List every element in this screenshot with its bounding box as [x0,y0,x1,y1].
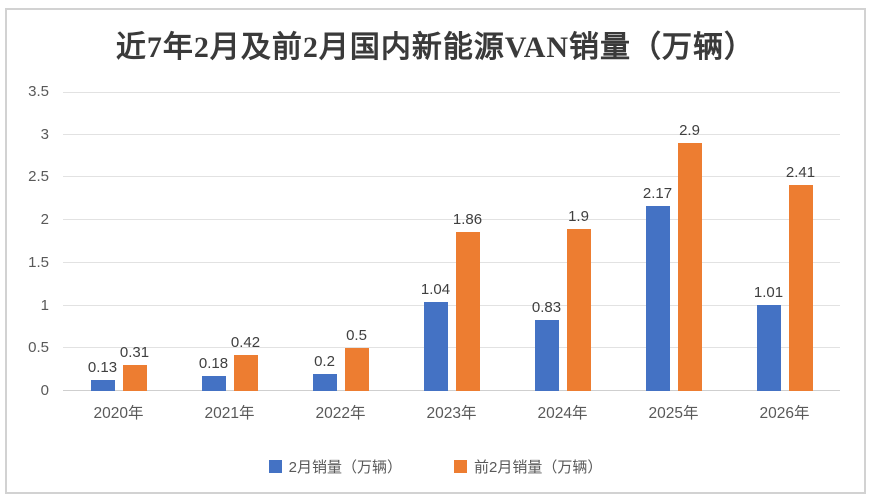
y-axis: 0 0.5 1 1.5 2 2.5 3 3.5 [7,10,55,492]
gridline [63,176,840,178]
bar-jan-feb-2023年: 1.86 [453,211,482,391]
legend-swatch-jan-feb-icon [454,460,467,473]
y-tick-label: 1.5 [28,253,49,271]
chart-frame: 近7年2月及前2月国内新能源VAN销量（万辆） 0.13 0.31 0.18 0.42… [5,8,866,494]
bar-feb-2023年: 1.04 [421,281,450,391]
legend-label-feb: 2月销量（万辆） [288,459,402,476]
data-label: 2.9 [679,122,700,140]
bar-group-2025年: 2.17 2.9 [618,92,729,391]
bar-group-2023年: 1.04 1.86 [396,92,507,391]
y-tick-label: 3 [40,125,49,143]
y-tick-label: 0.5 [28,339,49,357]
chart-title: 近7年2月及前2月国内新能源VAN销量（万辆） [115,31,756,64]
data-label: 0.5 [346,327,367,345]
legend-item-feb: 2月销量（万辆） [268,456,402,477]
legend-item-jan-feb: 前2月销量（万辆） [454,456,602,477]
bar-jan-feb-2024年: 1.9 [566,208,591,391]
x-axis-label: 2021年 [204,405,255,422]
gridline [63,133,840,135]
bar-groups: 0.13 0.31 0.18 0.42 0.2 0.5 1.04 1.86 0.83 1.9 2.1… [63,92,840,391]
x-axis-label: 2022年 [315,405,366,422]
data-label: 1.01 [753,283,784,301]
bar-group-2024年: 0.83 1.9 [507,92,618,391]
bar-group-2020年: 0.13 0.31 [63,92,174,391]
bar-feb-2022年: 0.2 [312,353,337,391]
gridline [63,261,840,263]
data-label: 1.04 [420,281,451,299]
x-axis-label: 2023年 [426,405,477,422]
x-axis-label: 2026年 [759,405,810,422]
x-axis-labels: 2020年 2021年 2022年 2023年 2024年 2025年 2026年 [63,403,840,425]
x-axis-label: 2025年 [648,405,699,422]
bar-group-2026年: 1.01 2.41 [729,92,840,391]
bar-feb-2020年: 0.13 [88,359,117,391]
data-label: 0.31 [119,343,150,361]
y-tick-label: 0 [40,382,49,399]
bar-feb-2025年: 2.17 [643,185,672,391]
legend-label-jan-feb: 前2月销量（万辆） [474,459,603,476]
gridline [63,219,840,221]
x-axis-label: 2024年 [537,405,588,422]
bar-feb-2024年: 0.83 [532,299,561,391]
y-tick-label: 2 [40,211,49,229]
data-label: 1.86 [452,211,483,229]
bar-feb-2026年: 1.01 [754,284,783,391]
data-label: 2.17 [642,184,673,202]
data-label: 0.2 [314,352,335,370]
bar-group-2022年: 0.2 0.5 [285,92,396,391]
legend: 2月销量（万辆） 前2月销量（万辆） [7,456,864,477]
gridline [63,304,840,306]
y-tick-label: 1 [40,296,49,314]
bar-jan-feb-2022年: 0.5 [344,327,369,391]
bar-group-2021年: 0.18 0.42 [174,92,285,391]
data-label: 0.83 [531,299,562,317]
legend-swatch-feb-icon [268,460,282,473]
bar-jan-feb-2020年: 0.31 [120,344,149,391]
bar-jan-feb-2025年: 2.9 [677,122,702,391]
bar-jan-feb-2021年: 0.42 [231,334,260,391]
y-tick-label: 2.5 [28,168,49,186]
plot-area: 0.13 0.31 0.18 0.42 0.2 0.5 1.04 1.86 0.83 1.9 2.1… [63,92,840,391]
y-tick-label: 3.5 [28,83,49,100]
bar-jan-feb-2026年: 2.41 [786,164,815,391]
bar-feb-2021年: 0.18 [199,355,228,391]
gridline [63,92,840,93]
data-label: 0.13 [87,358,118,376]
gridline [63,347,840,349]
data-label: 1.9 [568,207,589,225]
data-label: 2.41 [785,164,816,182]
x-axis-label: 2020年 [93,405,144,422]
data-label: 0.18 [198,354,229,372]
x-axis-line [63,390,840,391]
data-label: 0.42 [230,334,261,352]
